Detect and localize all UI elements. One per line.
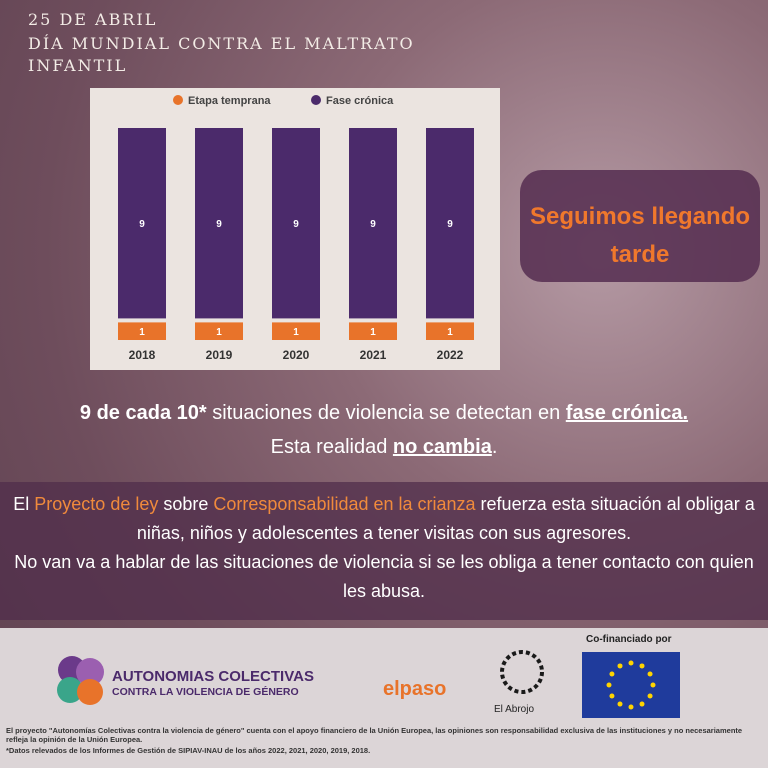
- legend-swatch: [173, 95, 183, 105]
- value-label: 1: [139, 327, 145, 338]
- callout: Seguimos llegando tarde: [520, 170, 760, 282]
- eu-flag: [582, 652, 680, 718]
- bar-segment: [118, 322, 166, 340]
- link-text: Corresponsabilidad en la crianza: [213, 494, 476, 514]
- bar-segment: [195, 128, 243, 319]
- title: DÍA MUNDIAL CONTRA EL MALTRATO: [28, 34, 415, 53]
- value-label: 9: [293, 219, 299, 230]
- bar-segment: [349, 322, 397, 340]
- bar-segment: [195, 322, 243, 340]
- footnote: *Datos relevados de los Informes de Gest…: [6, 746, 371, 755]
- x-tick-label: 2018: [129, 348, 156, 362]
- highlight: fase crónica.: [565, 402, 689, 424]
- value-label: 1: [370, 327, 376, 338]
- bar-segment: [349, 128, 397, 319]
- star: [609, 671, 615, 677]
- text: Esta realidad: [270, 436, 393, 458]
- star: [609, 693, 615, 699]
- text: sobre: [158, 494, 214, 514]
- legend-label: Etapa temprana: [188, 95, 271, 107]
- highlight: 9 de cada 10*: [79, 402, 207, 424]
- chart-panel: Etapa temprana Fase crónica 1 9 2018 1 9 2019 1 9…: [90, 88, 500, 370]
- value-label: 9: [216, 219, 222, 230]
- value-label: 1: [216, 327, 222, 338]
- value-label: 1: [447, 327, 453, 338]
- bar-segment: [272, 322, 320, 340]
- star: [639, 663, 645, 669]
- bar-segment: [426, 322, 474, 340]
- paragraph: El Proyecto de ley sobre Corresponsabili…: [6, 490, 762, 548]
- text: refuerza esta situación al obligar a niñ…: [136, 494, 755, 543]
- highlight: no cambia: [392, 436, 492, 458]
- star: [647, 671, 653, 677]
- star: [606, 682, 612, 688]
- x-tick-label: 2021: [360, 348, 387, 362]
- text: .: [491, 436, 498, 458]
- paragraph: No van va a hablar de las situaciones de…: [14, 552, 754, 601]
- x-tick-label: 2022: [437, 348, 464, 362]
- legend-swatch: [311, 95, 321, 105]
- bar-segment: [426, 128, 474, 319]
- logo-icon: [500, 650, 544, 694]
- logo-text: elpaso: [383, 678, 447, 700]
- star: [650, 682, 656, 688]
- value-label: 9: [370, 219, 376, 230]
- value-label: 1: [293, 327, 299, 338]
- footnote: El proyecto "Autonomías Colectivas contr…: [6, 726, 743, 744]
- title: INFANTIL: [28, 56, 128, 75]
- statement: Esta realidad no cambia.: [0, 436, 768, 459]
- value-label: 9: [139, 219, 145, 230]
- legend-label: Fase crónica: [326, 95, 394, 107]
- bar-segment: [118, 128, 166, 319]
- x-tick-label: 2019: [206, 348, 233, 362]
- logo-icon: [57, 656, 104, 705]
- logo-text: CONTRA LA VIOLENCIA DE GÉNERO: [112, 686, 299, 698]
- link-text: Proyecto de ley: [34, 494, 159, 514]
- chart: Etapa temprana Fase crónica 1 9 2018 1 9 2019 1 9…: [118, 95, 474, 362]
- statement: 9 de cada 10* situaciones de violencia s…: [0, 402, 768, 425]
- star: [628, 704, 634, 710]
- value-label: 9: [447, 219, 453, 230]
- text: situaciones de violencia se detectan en: [206, 402, 566, 424]
- logo-text: El Abrojo: [494, 704, 535, 715]
- date: 25 DE ABRIL: [28, 10, 158, 29]
- star: [647, 693, 653, 699]
- logo-text: AUTONOMIAS COLECTIVAS: [112, 668, 314, 685]
- star: [617, 701, 623, 707]
- footer-area: AUTONOMIAS COLECTIVAS CONTRA LA VIOLENCI…: [0, 628, 768, 768]
- x-tick-label: 2020: [283, 348, 310, 362]
- bar-segment: [272, 128, 320, 319]
- text: El: [13, 494, 35, 514]
- message-band: El Proyecto de ley sobre Corresponsabili…: [0, 482, 768, 620]
- star: [628, 660, 634, 666]
- star: [617, 663, 623, 669]
- logo-text: Co-financiado por: [586, 634, 672, 645]
- star: [639, 701, 645, 707]
